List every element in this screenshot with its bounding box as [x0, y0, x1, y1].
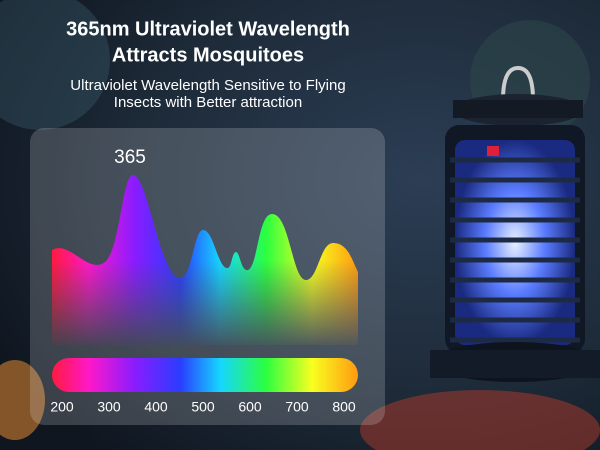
- peak-label: 365: [114, 147, 146, 168]
- axis-label: 600: [238, 399, 262, 415]
- axis-label: 200: [50, 399, 74, 415]
- headline: 365nm Ultraviolet Wavelength: [66, 18, 350, 40]
- light: [0, 360, 45, 440]
- bokeh: [0, 0, 110, 130]
- spectrum-curve: [52, 175, 358, 345]
- flowers: [360, 390, 600, 450]
- axis-label: 800: [332, 399, 356, 415]
- axis-label: 400: [144, 399, 168, 415]
- subheadline: Ultraviolet Wavelength Sensitive to Flyi…: [70, 77, 345, 94]
- axis-labels: 200 300 400 500 600 700 800: [50, 399, 356, 415]
- subheadline: Insects with Better attraction: [114, 94, 302, 111]
- headline: Attracts Mosquitoes: [112, 44, 304, 66]
- axis-label: 500: [191, 399, 215, 415]
- axis-label: 700: [285, 399, 309, 415]
- spectrum-bar: [52, 358, 358, 392]
- axis-label: 300: [97, 399, 121, 415]
- lamp: [430, 65, 600, 382]
